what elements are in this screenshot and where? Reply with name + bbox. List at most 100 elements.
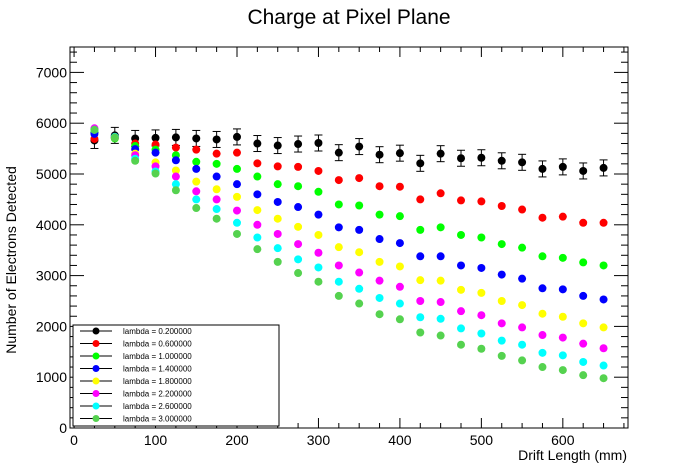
data-point	[518, 158, 527, 167]
data-point	[375, 310, 384, 319]
data-point	[477, 263, 486, 272]
data-point	[273, 229, 282, 238]
data-point	[518, 340, 527, 349]
data-point	[599, 361, 608, 370]
data-point	[416, 328, 425, 337]
data-point	[375, 182, 384, 191]
data-point	[232, 229, 241, 238]
data-point	[497, 270, 506, 279]
data-point	[253, 190, 262, 199]
data-point	[497, 156, 506, 165]
data-point	[416, 297, 425, 305]
data-point	[192, 204, 201, 213]
data-point	[558, 162, 567, 171]
data-point	[171, 143, 180, 152]
data-point	[477, 288, 486, 297]
legend-label: lambda = 1.800000	[123, 377, 192, 386]
data-point	[497, 202, 506, 211]
data-point	[212, 185, 221, 194]
data-point	[314, 210, 323, 219]
data-point	[538, 284, 547, 293]
data-point	[375, 276, 384, 285]
data-point	[355, 225, 364, 234]
data-point	[599, 218, 608, 227]
data-point	[538, 331, 547, 340]
y-tick-label: 2000	[36, 318, 67, 334]
data-point	[416, 252, 425, 261]
data-point	[294, 240, 303, 249]
data-point	[334, 243, 343, 252]
data-point	[375, 235, 384, 244]
data-point	[457, 230, 466, 239]
x-tick-label: 600	[551, 432, 575, 448]
legend-marker	[92, 377, 100, 385]
series-8	[90, 125, 608, 383]
data-point	[518, 323, 527, 332]
legend-marker	[92, 352, 100, 360]
data-point	[599, 323, 608, 332]
data-point	[538, 363, 547, 372]
data-point	[538, 164, 547, 173]
data-point	[334, 148, 343, 157]
data-point	[457, 324, 466, 333]
data-point	[457, 261, 466, 270]
data-point	[151, 133, 160, 142]
data-point	[395, 149, 404, 158]
data-point	[579, 218, 588, 227]
data-point	[416, 276, 425, 285]
data-point	[538, 213, 547, 222]
data-point	[232, 192, 241, 201]
legend-marker	[92, 415, 100, 422]
data-point	[558, 212, 567, 221]
data-point	[518, 205, 527, 214]
data-point	[477, 344, 486, 353]
data-point	[518, 274, 527, 283]
x-tick-label: 300	[307, 432, 331, 448]
data-point	[273, 180, 282, 189]
data-point	[579, 166, 588, 175]
data-point	[192, 195, 201, 204]
data-point	[294, 162, 303, 171]
data-point	[212, 205, 221, 214]
data-point	[355, 201, 364, 210]
data-point	[599, 261, 608, 270]
data-point	[436, 331, 445, 340]
data-point	[334, 277, 343, 286]
series-4	[90, 129, 608, 304]
data-point	[253, 220, 262, 229]
data-point	[294, 222, 303, 231]
data-point	[558, 351, 567, 360]
data-point	[273, 141, 282, 150]
series-6	[90, 124, 608, 353]
data-point	[538, 348, 547, 357]
data-point	[314, 263, 323, 272]
y-tick-label: 0	[59, 420, 67, 436]
data-point	[294, 203, 303, 212]
legend-label: lambda = 3.000000	[123, 415, 192, 424]
data-point	[477, 153, 486, 162]
data-point	[355, 248, 364, 257]
data-point	[375, 257, 384, 266]
data-point	[294, 140, 303, 149]
data-point	[294, 255, 303, 264]
x-tick-label: 400	[388, 432, 412, 448]
legend-label: lambda = 1.000000	[123, 352, 192, 361]
data-point	[232, 132, 241, 141]
legend-label: lambda = 0.600000	[123, 340, 192, 349]
series-layer	[90, 124, 608, 383]
data-point	[579, 319, 588, 328]
data-point	[314, 277, 323, 286]
data-point	[171, 166, 180, 175]
data-point	[477, 197, 486, 206]
data-point	[192, 157, 201, 166]
data-point	[436, 223, 445, 232]
data-point	[457, 307, 466, 316]
data-point	[212, 159, 221, 168]
data-point	[599, 374, 608, 383]
data-point	[192, 134, 201, 143]
data-point	[171, 133, 180, 142]
data-point	[314, 230, 323, 239]
data-point	[497, 240, 506, 249]
x-tick-label: 100	[144, 432, 168, 448]
data-point	[457, 196, 466, 205]
